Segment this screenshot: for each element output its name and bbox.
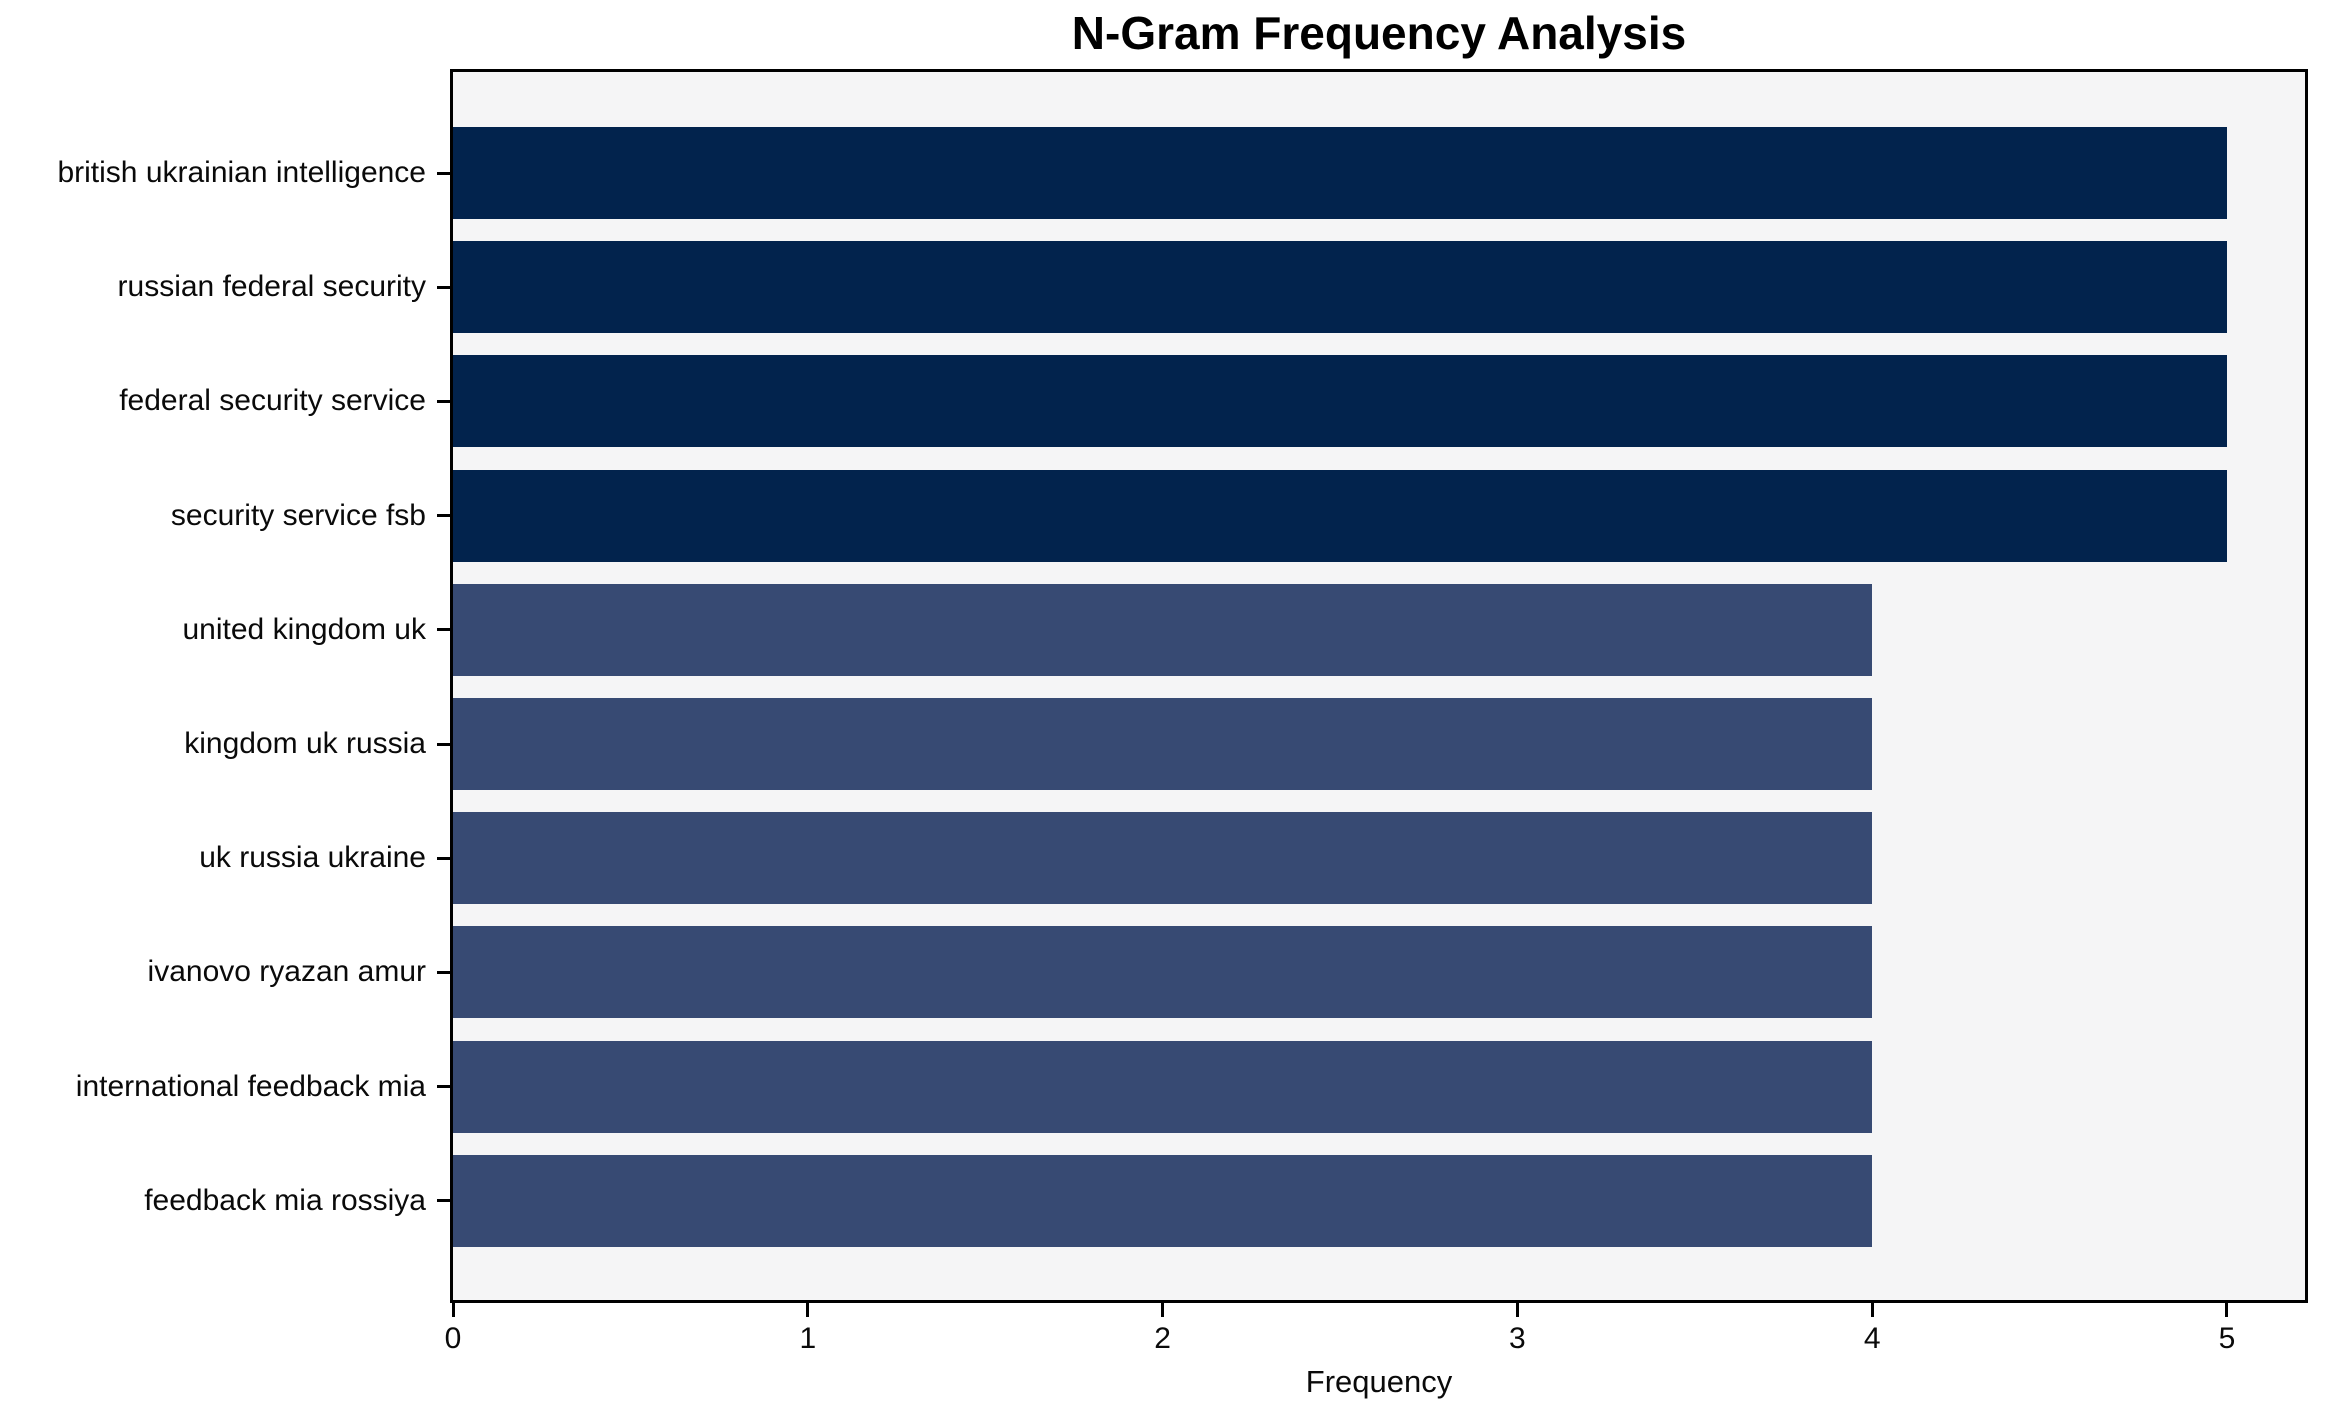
y-tick-mark [437,285,450,289]
y-tick-label: uk russia ukraine [199,841,426,875]
y-tick-mark [437,1085,450,1089]
y-tick-label: russian federal security [117,270,426,304]
y-tick-label: federal security service [119,384,426,418]
x-tick-mark [1515,1303,1519,1317]
y-tick-label: feedback mia rossiya [144,1183,426,1217]
x-tick-mark [1870,1303,1874,1317]
x-axis-label: Frequency [1305,1364,1453,1399]
y-tick-mark [437,171,450,175]
y-tick-mark [437,1199,450,1203]
y-tick-mark [437,514,450,518]
bar [453,241,2227,334]
y-tick-label: ivanovo ryazan amur [147,955,426,989]
x-tick-label: 5 [2218,1322,2236,1355]
bar [453,1154,1873,1247]
x-tick-label: 2 [1154,1322,1171,1355]
bar [453,926,1873,1019]
plot-area [450,69,2308,1303]
y-tick-label: united kingdom uk [182,612,427,646]
y-tick-mark [437,628,450,632]
y-tick-mark [437,856,450,860]
bar [453,127,2227,219]
bar [453,469,2227,562]
x-tick-mark [451,1303,455,1317]
x-tick-mark [1161,1303,1165,1317]
bar [453,1040,1873,1133]
bar [453,583,1873,676]
y-tick-label: security service fsb [170,498,426,532]
y-tick-mark [437,399,450,403]
y-tick-label: international feedback mia [75,1069,426,1103]
x-tick-mark [2225,1303,2229,1317]
x-tick-label: 3 [1509,1322,1526,1355]
y-tick-label: kingdom uk russia [184,727,426,760]
bar [453,812,1873,905]
bar [453,355,2227,448]
y-tick-mark [437,742,450,746]
bar [453,698,1873,790]
x-tick-label: 1 [799,1322,817,1355]
y-tick-label: british ukrainian intelligence [57,156,426,189]
x-tick-label: 4 [1863,1322,1881,1355]
x-tick-label: 0 [444,1322,462,1355]
x-tick-mark [806,1303,810,1317]
y-tick-mark [437,970,450,974]
chart-title: N-Gram Frequency Analysis [1071,7,1687,59]
